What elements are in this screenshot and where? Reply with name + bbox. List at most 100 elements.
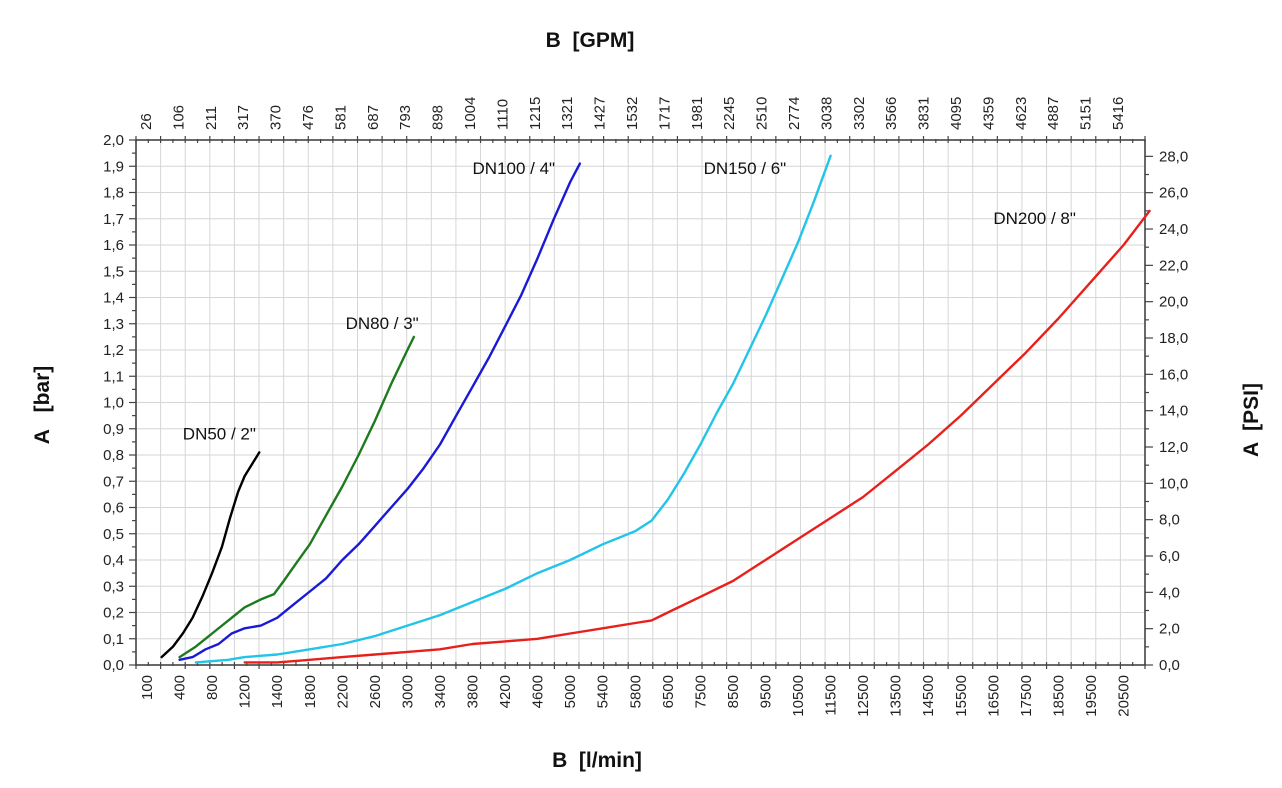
x-top-tick-label: 5416 [1110, 97, 1127, 130]
x-bottom-tick-label: 1200 [237, 675, 254, 708]
x-bottom-tick-label: 400 [172, 675, 189, 700]
curve-label: DN80 / 3" [346, 314, 419, 333]
x-top-tick-label: 3038 [818, 97, 835, 130]
series-line-dn150-6 [194, 154, 832, 664]
y-right-tick-label: 4,0 [1159, 584, 1180, 601]
x-bottom-tick-label: 3800 [465, 675, 482, 708]
x-top-tick-label: 3302 [851, 97, 868, 130]
y-left-tick-label: 0,4 [103, 552, 124, 569]
grid [136, 140, 1145, 665]
x-top-tick-label: 1004 [462, 97, 479, 130]
x-bottom-tick-label: 800 [204, 675, 221, 700]
y-left-tick-label: 1,4 [103, 290, 124, 307]
y-left-tick-label: 0,5 [103, 526, 124, 543]
x-bottom-tick-label: 17500 [1018, 675, 1035, 717]
x-top-tick-label: 1215 [527, 97, 544, 130]
x-top-tick-label: 793 [397, 105, 414, 130]
x-bottom-axis-title: B [l/min] [552, 749, 642, 772]
x-top-tick-label: 898 [430, 105, 447, 130]
x-top-tick-label: 211 [203, 106, 220, 130]
x-top-tick-label: 3831 [916, 97, 933, 130]
x-bottom-tick-label: 19500 [1083, 675, 1100, 717]
y-left-tick-label: 1,8 [103, 185, 124, 202]
x-bottom-tick-label: 16500 [985, 675, 1002, 717]
y-left-tick-label: 0,1 [103, 631, 124, 648]
x-top-tick-label: 4359 [980, 97, 997, 130]
x-top-tick-label: 317 [235, 105, 252, 130]
y-left-tick-label: 1,2 [103, 342, 124, 359]
y-right-tick-label: 6,0 [1159, 548, 1180, 565]
y-left-tick-label: 1,6 [103, 237, 124, 254]
y-left-tick-label: 1,0 [103, 395, 124, 412]
y-right-tick-label: 8,0 [1159, 512, 1180, 529]
y-right-tick-label: 14,0 [1159, 403, 1188, 420]
y-right-tick-label: 10,0 [1159, 475, 1188, 492]
x-bottom-tick-label: 14500 [920, 675, 937, 717]
x-top-tick-label: 2510 [754, 97, 771, 130]
x-top-tick-label: 581 [332, 105, 349, 130]
y-right-tick-label: 12,0 [1159, 439, 1188, 456]
x-bottom-tick-label: 1400 [269, 675, 286, 708]
tick-labels: 0,0 0,1 0,2 0,3 0,4 0,5 0,6 0,7 0,8 0,9 1,0 1,1 1,2 1… [103, 97, 1188, 717]
x-top-tick-label: 2245 [721, 97, 738, 130]
y-right-tick-label: 28,0 [1159, 148, 1188, 165]
x-top-tick-label: 106 [170, 105, 187, 130]
y-right-tick-label: 16,0 [1159, 366, 1188, 383]
series-lines [160, 154, 1151, 664]
x-bottom-tick-label: 5000 [562, 675, 579, 708]
series-line-dn100-4 [178, 162, 582, 661]
y-left-tick-label: 1,9 [103, 158, 124, 175]
series-line-dn80-3 [178, 335, 416, 659]
x-bottom-tick-label: 4200 [497, 675, 514, 708]
y-left-tick-label: 0,0 [103, 657, 124, 674]
x-top-tick-label: 1110 [494, 99, 511, 130]
x-top-tick-label: 1981 [689, 97, 706, 130]
x-bottom-tick-label: 15500 [953, 675, 970, 717]
x-top-tick-label: 4887 [1045, 97, 1062, 130]
y-right-tick-label: 18,0 [1159, 330, 1188, 347]
y-left-tick-label: 2,0 [103, 132, 124, 149]
x-bottom-tick-label: 1800 [302, 675, 319, 708]
y-left-axis-title: A [bar] [31, 366, 54, 445]
y-left-tick-label: 1,3 [103, 316, 124, 333]
x-bottom-tick-label: 100 [139, 675, 156, 700]
y-left-tick-label: 0,8 [103, 447, 124, 464]
curve-label: DN200 / 8" [993, 209, 1076, 228]
x-top-tick-label: 5151 [1078, 97, 1095, 130]
x-bottom-tick-label: 18500 [1050, 675, 1067, 717]
x-top-tick-label: 26 [138, 113, 155, 130]
x-top-tick-label: 3566 [883, 97, 900, 130]
series-line-dn200-8 [243, 209, 1151, 664]
x-top-tick-label: 4623 [1013, 97, 1030, 130]
y-right-tick-label: 22,0 [1159, 257, 1188, 274]
y-left-tick-label: 1,7 [103, 211, 124, 228]
y-left-tick-label: 0,9 [103, 421, 124, 438]
x-bottom-tick-label: 11500 [823, 675, 840, 716]
x-top-tick-label: 476 [300, 105, 317, 130]
x-bottom-tick-label: 8500 [725, 675, 742, 708]
y-right-tick-label: 26,0 [1159, 185, 1188, 202]
x-bottom-tick-label: 20500 [1116, 675, 1133, 717]
x-top-tick-label: 370 [268, 105, 285, 130]
x-bottom-tick-label: 5400 [595, 675, 612, 708]
x-top-tick-label: 687 [365, 105, 382, 130]
x-bottom-tick-label: 2600 [367, 675, 384, 708]
x-bottom-tick-label: 5800 [627, 675, 644, 708]
x-top-tick-label: 1321 [559, 97, 576, 130]
y-left-tick-label: 0,6 [103, 500, 124, 517]
y-right-axis-title: A [PSI] [1240, 383, 1263, 457]
y-left-tick-label: 1,5 [103, 263, 124, 280]
y-left-tick-label: 0,3 [103, 578, 124, 595]
x-top-tick-label: 1717 [656, 97, 673, 130]
x-bottom-tick-label: 6500 [660, 675, 677, 708]
x-top-axis-title: B [GPM] [546, 29, 635, 52]
y-right-tick-label: 2,0 [1159, 621, 1180, 638]
x-bottom-tick-label: 3400 [432, 675, 449, 708]
y-left-tick-label: 1,1 [103, 368, 124, 385]
x-top-tick-label: 4095 [948, 97, 965, 130]
x-bottom-tick-label: 4600 [530, 675, 547, 708]
x-bottom-tick-label: 3000 [399, 675, 416, 708]
x-bottom-tick-label: 10500 [790, 675, 807, 717]
x-top-tick-label: 1532 [624, 97, 641, 130]
